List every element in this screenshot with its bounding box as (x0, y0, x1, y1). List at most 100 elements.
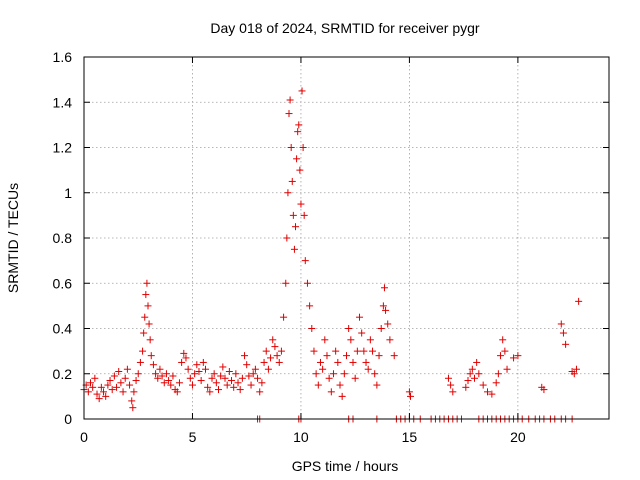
data-point (206, 388, 214, 396)
data-point (360, 347, 368, 355)
data-point (332, 347, 340, 355)
data-point (306, 302, 314, 310)
data-point (117, 379, 125, 387)
data-point (219, 363, 227, 371)
data-point (110, 372, 118, 380)
data-point (152, 370, 160, 378)
data-point (353, 347, 361, 355)
data-point (188, 381, 196, 389)
data-point (310, 347, 318, 355)
data-point (345, 325, 353, 332)
data-point (562, 340, 570, 348)
data-point (128, 397, 136, 405)
data-point (296, 166, 304, 174)
data-point (221, 374, 229, 382)
data-point (379, 302, 387, 310)
data-point (349, 358, 357, 366)
data-point (356, 313, 364, 321)
data-point (362, 358, 370, 366)
data-point (217, 372, 225, 380)
x-tick-label: 15 (402, 429, 418, 445)
data-point (406, 392, 414, 400)
data-point (510, 354, 518, 362)
x-tick-label: 20 (510, 429, 526, 445)
data-point (154, 374, 162, 382)
y-tick-label: 1.6 (53, 49, 73, 65)
y-tick-label: 0.2 (53, 366, 73, 382)
data-point (230, 383, 238, 391)
data-point (186, 374, 194, 382)
data-point (223, 381, 231, 389)
data-point (386, 336, 394, 344)
data-point (329, 370, 337, 378)
data-point (238, 374, 246, 382)
data-point (260, 358, 268, 366)
data-point (488, 390, 496, 398)
data-point (347, 336, 355, 344)
data-point (295, 121, 303, 129)
data-point (258, 379, 266, 387)
data-point (162, 370, 170, 378)
data-point (247, 381, 255, 389)
data-point (572, 365, 580, 373)
data-point (201, 365, 209, 373)
data-point (139, 347, 147, 355)
data-point (286, 96, 294, 104)
data-point (501, 347, 509, 355)
data-point (208, 374, 216, 382)
data-point (145, 320, 153, 328)
data-point (503, 365, 511, 373)
data-point (499, 336, 507, 344)
data-point (298, 87, 306, 95)
data-point (382, 306, 390, 314)
data-point (175, 379, 183, 387)
data-point (140, 329, 148, 337)
data-point (199, 358, 207, 366)
data-point (97, 383, 105, 391)
data-point (89, 383, 97, 391)
data-point (249, 370, 257, 378)
data-point (444, 374, 452, 382)
data-point (336, 381, 344, 389)
data-point (108, 386, 116, 394)
data-point (228, 377, 236, 385)
data-point (91, 374, 99, 382)
data-point (369, 347, 377, 355)
data-point (167, 381, 175, 389)
data-point (132, 377, 140, 385)
data-point (243, 361, 251, 369)
data-point (225, 367, 233, 375)
data-point (312, 370, 320, 378)
data-point (264, 365, 272, 373)
data-point (405, 388, 413, 396)
data-point (289, 211, 297, 219)
data-point (380, 284, 388, 292)
x-axis-label: GPS time / hours (292, 458, 399, 474)
data-point (269, 336, 277, 344)
y-tick-label: 1.2 (53, 140, 73, 156)
data-point (184, 365, 192, 373)
data-point (84, 388, 92, 396)
data-point (130, 388, 138, 396)
data-point (271, 343, 279, 351)
data-point (262, 347, 270, 355)
data-point (277, 347, 285, 355)
data-point (141, 313, 149, 321)
y-tick-label: 1 (64, 185, 72, 201)
data-point (351, 374, 359, 382)
x-tick-label: 0 (80, 429, 88, 445)
data-point (334, 358, 342, 366)
data-point (115, 367, 123, 375)
data-point (366, 336, 374, 344)
data-point (570, 370, 578, 378)
data-point (299, 144, 307, 151)
data-point (321, 336, 329, 344)
data-point (136, 358, 144, 366)
data-point (473, 358, 481, 366)
data-point (193, 361, 201, 369)
data-point (479, 381, 487, 389)
data-point (234, 379, 242, 387)
data-point (251, 365, 259, 373)
data-point (149, 361, 157, 369)
data-point (308, 325, 316, 332)
